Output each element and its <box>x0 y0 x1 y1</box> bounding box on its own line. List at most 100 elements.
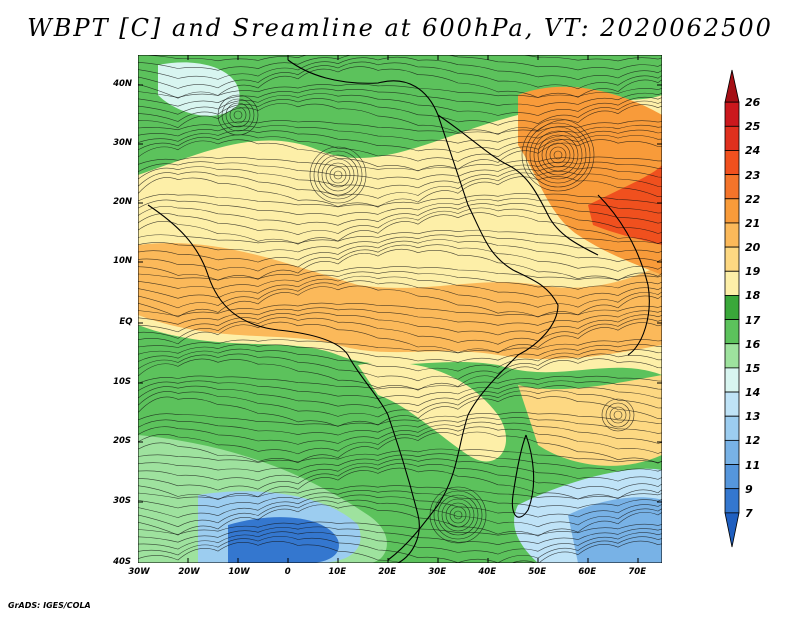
lat-label: 20N <box>113 197 133 207</box>
vortex-ring <box>317 154 359 196</box>
colorbar-swatch <box>724 295 740 320</box>
lon-label: 10E <box>328 567 347 577</box>
lon-label: 20W <box>178 567 200 577</box>
vortex-ring <box>541 138 575 172</box>
streamline <box>138 490 662 509</box>
colorbar-swatch <box>724 415 740 441</box>
streamline <box>138 540 662 563</box>
colorbar-label: 15 <box>745 361 761 375</box>
colorbar-swatch <box>724 319 740 345</box>
streamline <box>138 467 662 501</box>
lon-label: 30W <box>128 567 150 577</box>
vortex-ring <box>449 506 467 524</box>
colorbar-swatch <box>724 125 740 151</box>
vortex-ring <box>445 502 471 528</box>
streamline <box>138 494 662 518</box>
streamline <box>138 248 662 281</box>
colorbar-label: 23 <box>745 168 761 182</box>
streamline <box>138 134 662 162</box>
streamline <box>138 353 662 382</box>
streamline <box>138 139 662 172</box>
south-deep-blue <box>228 517 339 563</box>
colorbar-swatch <box>724 222 740 248</box>
lon-label: 60E <box>578 567 597 577</box>
streamline <box>138 504 662 537</box>
colorbar-label: 20 <box>745 241 761 255</box>
streamline <box>138 275 662 299</box>
streamline <box>138 280 662 309</box>
lon-label: 40E <box>478 567 497 577</box>
colorbar-label: 12 <box>745 434 761 448</box>
colorbar-label: 14 <box>745 386 761 400</box>
vortex-ring <box>321 158 355 192</box>
streamline <box>138 271 662 290</box>
coastline <box>287 59 559 561</box>
vortex-ring <box>225 102 251 128</box>
streamline <box>138 531 662 555</box>
north-cool <box>158 62 240 116</box>
warm-core <box>138 243 662 360</box>
colorbar-label: 25 <box>745 120 761 134</box>
vortex-ring <box>533 130 583 180</box>
vortex-ring <box>333 170 343 180</box>
streamline <box>138 244 662 272</box>
streamline <box>138 229 662 244</box>
colorbar-swatch <box>724 150 740 176</box>
streamline <box>138 239 662 263</box>
colorbar-swatch <box>724 198 740 224</box>
streamline <box>138 426 662 455</box>
vortex-ring <box>605 402 631 428</box>
colorbar-swatch <box>724 512 740 548</box>
colorbar-swatch <box>724 391 740 417</box>
coastline <box>511 434 535 518</box>
streamline <box>138 193 662 208</box>
lat-label: 30N <box>113 138 133 148</box>
colorbar-swatch <box>724 367 740 393</box>
vortex-ring <box>545 142 571 168</box>
vortex-ring <box>221 98 255 132</box>
streamline <box>138 234 662 254</box>
streamline <box>138 317 662 345</box>
map-panel <box>138 55 662 563</box>
colorbar-label: 19 <box>745 265 761 279</box>
lon-label: 30E <box>428 567 447 577</box>
vortex-ring <box>613 410 623 420</box>
colorbar-swatch <box>724 246 740 272</box>
streamline <box>138 390 662 418</box>
streamline <box>138 380 662 400</box>
streamline <box>138 55 662 71</box>
colorbar-label: 26 <box>745 96 761 110</box>
streamline <box>138 56 662 80</box>
streamline <box>138 266 662 281</box>
colorbar-swatch <box>724 69 740 103</box>
streamline <box>138 203 662 226</box>
streamline <box>138 536 662 563</box>
indian-warm <box>518 375 662 466</box>
streamline <box>138 321 662 354</box>
streamline <box>138 285 662 318</box>
vortex-ring <box>549 146 567 164</box>
lon-label: 10W <box>228 567 250 577</box>
vortex-ring <box>229 106 247 124</box>
lon-label: 0 <box>284 567 291 577</box>
vortex-ring <box>525 122 591 188</box>
streamline <box>138 343 662 363</box>
streamline <box>138 485 662 500</box>
streamline <box>138 385 662 409</box>
streamline <box>138 394 662 427</box>
colorbar-label: 7 <box>745 506 753 520</box>
vortex-ring <box>329 166 347 184</box>
colorbar-swatch <box>724 464 740 490</box>
vortex-ring <box>553 150 563 160</box>
colorbar-label: 11 <box>745 458 761 472</box>
colorbar-label: 9 <box>745 482 753 496</box>
lat-label: 10S <box>113 377 132 387</box>
streamline <box>138 448 662 463</box>
vortex-ring <box>537 134 579 176</box>
wbpt-map <box>138 55 662 563</box>
colorbar-swatch <box>724 488 740 514</box>
grads-credit: GrADS: IGES/COLA <box>8 601 91 610</box>
vortex-ring <box>217 94 259 136</box>
colorbar-label: 21 <box>745 216 761 230</box>
